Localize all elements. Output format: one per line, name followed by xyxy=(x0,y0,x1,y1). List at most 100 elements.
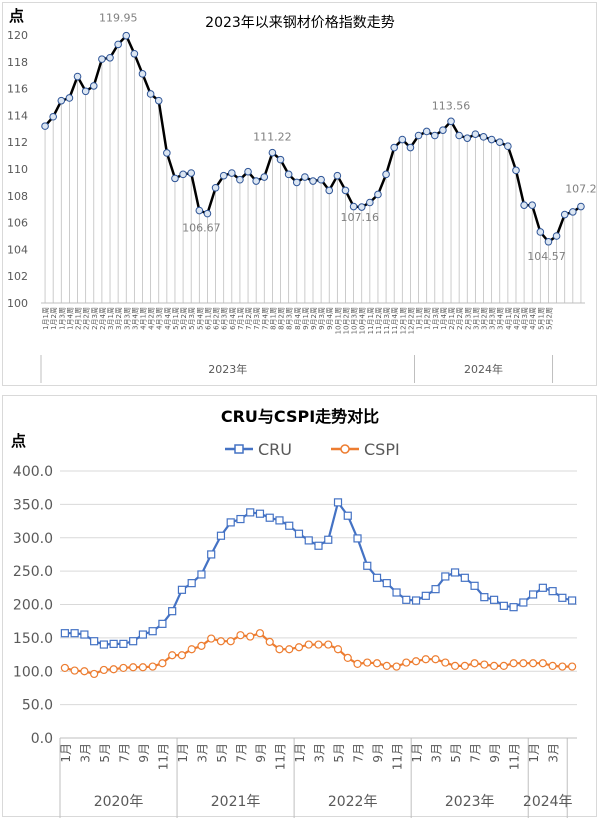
x-tick-label: 11月1周 xyxy=(367,307,375,334)
cru-point xyxy=(460,573,469,582)
cspi-point xyxy=(285,645,294,654)
cru-point xyxy=(568,596,577,605)
x-tick-label: 6月3周 xyxy=(221,307,229,330)
cspi-point xyxy=(304,640,313,649)
cspi-point xyxy=(324,640,333,649)
cru-point xyxy=(353,534,362,543)
x-tick-label: 11月 xyxy=(273,743,287,770)
data-point xyxy=(130,49,139,58)
cru-point xyxy=(158,619,167,628)
x-tick-label: 11月2周 xyxy=(375,307,383,334)
cspi-point xyxy=(558,662,567,671)
data-point xyxy=(552,232,561,240)
x-tick-label: 5月 xyxy=(215,743,229,763)
data-point xyxy=(577,202,585,211)
data-point xyxy=(292,178,301,187)
cspi-point xyxy=(216,637,226,646)
x-tick-label: 6月4周 xyxy=(229,307,237,330)
x-tick-label: 2月3周 xyxy=(464,307,472,330)
x-tick-label: 1月1周 xyxy=(42,307,50,330)
cru-point xyxy=(558,593,567,602)
data-point xyxy=(471,130,480,138)
y-tick-label: 114 xyxy=(7,109,28,122)
legend-swatch-marker xyxy=(340,444,350,454)
x-tick-label: 4月3周 xyxy=(156,307,164,330)
data-point xyxy=(211,183,220,192)
data-point xyxy=(544,237,553,246)
cru-point xyxy=(324,535,333,544)
steel-index-chart-panel: 2023年以来钢材价格指数走势 点 100 102 104 106 108 110 112 114… xyxy=(2,2,597,386)
x-tick-label: 1月3周 xyxy=(58,307,66,330)
y-tick-label: 110 xyxy=(7,163,28,176)
cru-point xyxy=(529,590,538,599)
x-tick-label: 7月 xyxy=(469,743,483,763)
cru-point xyxy=(304,536,313,545)
data-point xyxy=(569,208,577,216)
x-tick-label: 9月2周 xyxy=(310,307,318,330)
chart-title: 2023年以来钢材价格指数走势 xyxy=(205,15,395,31)
data-point xyxy=(98,55,106,63)
data-label: 104.57 xyxy=(527,250,566,263)
cru-point xyxy=(402,595,411,604)
cspi-point xyxy=(226,637,235,646)
x-tick-label: 5月 xyxy=(449,743,463,763)
cspi-point xyxy=(314,640,323,649)
data-label: 106.67 xyxy=(182,222,221,235)
cru-point xyxy=(441,572,450,581)
data-point xyxy=(89,82,98,90)
cru-point xyxy=(372,573,382,582)
y-tick-label: 350.0 xyxy=(13,497,53,513)
x-tick-label: 3月1周 xyxy=(472,307,480,330)
data-point xyxy=(560,210,569,219)
data-point xyxy=(504,142,512,151)
y-tick-label: 400.0 xyxy=(13,464,53,480)
x-tick-label: 9月4周 xyxy=(326,307,334,330)
cru-point xyxy=(519,598,528,607)
cru-point xyxy=(60,629,69,638)
x-group-label: 2023年 xyxy=(208,362,247,376)
cspi-point xyxy=(509,659,518,668)
data-point xyxy=(390,143,398,152)
data-point xyxy=(414,131,423,140)
cspi-point xyxy=(129,663,138,672)
data-point xyxy=(73,72,82,81)
cspi-point xyxy=(363,658,372,667)
data-point xyxy=(163,149,171,157)
data-point xyxy=(520,201,528,209)
data-point xyxy=(284,170,293,179)
x-tick-label: 2月1周 xyxy=(75,307,83,330)
data-point xyxy=(487,135,496,144)
data-point xyxy=(382,170,390,179)
data-point xyxy=(81,87,90,96)
cspi-point xyxy=(119,663,128,673)
cru-point xyxy=(90,637,99,646)
x-tick-label: 7月4周 xyxy=(261,307,269,330)
x-tick-label: 11月 xyxy=(156,743,170,770)
cru-point xyxy=(450,568,460,577)
x-group-label: 2023年 xyxy=(445,794,495,810)
cru-point xyxy=(255,509,265,518)
x-tick-label: 4月2周 xyxy=(148,307,156,330)
cru-point xyxy=(226,518,235,527)
data-point xyxy=(65,94,74,102)
x-tick-label: 3月2周 xyxy=(481,307,489,330)
cspi-point xyxy=(168,651,177,660)
cspi-point xyxy=(392,662,401,671)
cru-point xyxy=(363,561,372,570)
cspi-point xyxy=(80,667,89,676)
x-tick-label: 10月1周 xyxy=(334,307,342,334)
x-tick-label: 1月2周 xyxy=(424,307,432,330)
y-axis-unit-label: 点 xyxy=(11,432,26,450)
x-tick-label: 5月 xyxy=(332,743,346,763)
cru-point xyxy=(285,521,294,530)
x-tick-label: 12月2周 xyxy=(407,307,415,334)
x-tick-label: 9月 xyxy=(254,743,268,763)
y-tick-label: 150.0 xyxy=(13,631,53,647)
cspi-point xyxy=(255,629,265,638)
x-tick-label: 10月2周 xyxy=(342,307,350,334)
data-point xyxy=(439,126,447,134)
x-tick-label: 1月2周 xyxy=(50,307,58,330)
x-tick-label: 1月 xyxy=(293,743,307,763)
x-tick-label: 2月3周 xyxy=(91,307,99,330)
data-point xyxy=(301,173,309,181)
